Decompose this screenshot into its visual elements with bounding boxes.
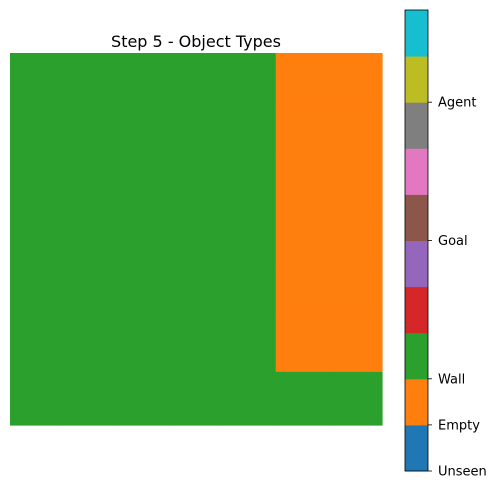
heatmap-cell — [169, 318, 224, 373]
heatmap-cell — [169, 265, 224, 320]
heatmap-cell — [63, 106, 117, 160]
heatmap-cell — [222, 106, 277, 160]
colorbar-frame — [404, 9, 429, 472]
heatmap-cell — [275, 371, 330, 426]
heatmap-cell — [275, 318, 330, 373]
heatmap-cell — [328, 371, 383, 426]
heatmap-cell — [222, 212, 277, 267]
heatmap-cell — [222, 159, 277, 214]
heatmap-cell — [275, 53, 330, 107]
heatmap-cell — [169, 106, 224, 160]
colorbar-ticks: Unseen Empty Wall Goal Agent — [428, 96, 487, 480]
colorbar-tick-label: Empty — [438, 418, 480, 433]
heatmap-cell — [169, 53, 224, 107]
heatmap-cell — [63, 265, 117, 320]
chart-title: Step 5 - Object Types — [111, 32, 281, 51]
heatmap-cell — [10, 265, 64, 320]
heatmap-cell — [63, 212, 117, 267]
colorbar-tick-label: Agent — [438, 96, 476, 111]
heatmap-cell — [328, 318, 383, 373]
colorbar — [405, 10, 428, 472]
heatmap-cell — [222, 318, 277, 373]
heatmap-cell — [116, 159, 171, 214]
heatmap-cell — [328, 53, 383, 107]
colorbar-segment — [405, 332, 428, 380]
heatmap-cell — [10, 371, 64, 426]
heatmap-cell — [275, 212, 330, 267]
colorbar-segment — [405, 102, 428, 149]
heatmap-cell — [328, 159, 383, 214]
heatmap-cell — [116, 318, 171, 373]
colorbar-segment — [405, 378, 428, 426]
heatmap-cell — [10, 318, 64, 373]
heatmap-cell — [169, 371, 224, 426]
heatmap-cell — [328, 212, 383, 267]
heatmap-cell — [63, 53, 117, 107]
heatmap-cell — [275, 265, 330, 320]
heatmap-cell — [328, 106, 383, 160]
heatmap-cell — [10, 53, 64, 107]
heatmap-cell — [63, 159, 117, 214]
heatmap-cell — [169, 212, 224, 267]
colorbar-segment — [405, 424, 428, 472]
heatmap-cell — [328, 265, 383, 320]
heatmap-cell — [222, 265, 277, 320]
heatmap-plot — [10, 53, 383, 426]
heatmap-cell — [275, 159, 330, 214]
heatmap-cell — [116, 371, 171, 426]
colorbar-segment — [405, 240, 428, 288]
heatmap-cell — [10, 212, 64, 267]
colorbar-segment — [405, 10, 428, 57]
heatmap-cell — [10, 159, 64, 214]
colorbar-segment — [405, 148, 428, 195]
heatmap-cell — [169, 159, 224, 214]
heatmap-cell — [116, 265, 171, 320]
colorbar-segment — [405, 286, 428, 334]
colorbar-segment — [405, 56, 428, 103]
heatmap-cell — [222, 53, 277, 107]
heatmap-cell — [116, 106, 171, 160]
heatmap-cell — [63, 371, 117, 426]
colorbar-segment — [405, 194, 428, 241]
colorbar-tick-label: Goal — [438, 234, 468, 249]
colorbar-tick-label: Wall — [438, 372, 465, 387]
heatmap-cell — [63, 318, 117, 373]
heatmap-cell — [10, 106, 64, 160]
colorbar-tick-label: Unseen — [438, 465, 487, 480]
heatmap-cell — [222, 371, 277, 426]
heatmap-cell — [116, 53, 171, 107]
heatmap-cell — [116, 212, 171, 267]
heatmap-cell — [275, 106, 330, 160]
